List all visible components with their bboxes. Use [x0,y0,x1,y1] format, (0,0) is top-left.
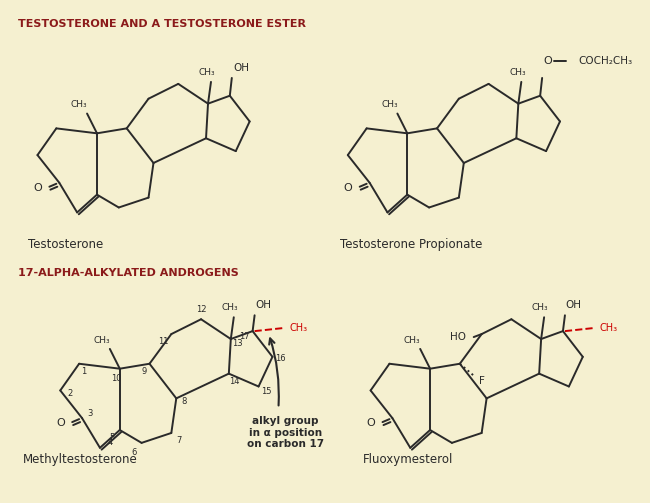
Text: CH₃: CH₃ [404,336,421,345]
Text: 10: 10 [112,374,122,383]
Text: 2: 2 [68,389,73,398]
Text: CH₃: CH₃ [381,100,398,109]
Text: 1: 1 [81,367,86,376]
Text: 8: 8 [181,397,187,406]
Text: TESTOSTERONE AND A TESTOSTERONE ESTER: TESTOSTERONE AND A TESTOSTERONE ESTER [18,19,306,29]
Text: CH₃: CH₃ [509,67,526,76]
Text: OH: OH [566,300,582,310]
Text: 7: 7 [177,437,182,445]
Text: 4: 4 [107,438,112,447]
Text: OH: OH [234,63,250,73]
Text: 17-ALPHA-ALKYLATED ANDROGENS: 17-ALPHA-ALKYLATED ANDROGENS [18,268,239,278]
Text: HO: HO [450,332,466,342]
Text: 13: 13 [233,340,243,349]
Text: 9: 9 [142,367,147,376]
Text: 3: 3 [87,409,93,417]
Text: 12: 12 [196,305,206,314]
Text: CH₃: CH₃ [289,323,307,333]
Text: 17: 17 [239,331,250,341]
Text: 5: 5 [109,434,114,443]
Text: Methyltestosterone: Methyltestosterone [23,453,137,466]
Text: CH₃: CH₃ [199,67,215,76]
Text: O: O [343,183,352,193]
Text: 16: 16 [275,354,286,363]
Text: COCH₂CH₃: COCH₂CH₃ [578,56,632,66]
Text: 15: 15 [261,387,272,396]
Text: CH₃: CH₃ [94,336,111,345]
Text: F: F [478,376,485,386]
Text: OH: OH [255,300,272,310]
Text: 14: 14 [229,377,240,386]
Text: 11: 11 [158,338,168,347]
Text: O: O [366,418,375,428]
Text: CH₃: CH₃ [222,303,238,312]
Text: 6: 6 [131,448,136,457]
Text: Fluoxymesterol: Fluoxymesterol [363,453,453,466]
Text: Testosterone: Testosterone [27,238,103,251]
Text: CH₃: CH₃ [599,323,618,333]
Text: CH₃: CH₃ [532,303,549,312]
Text: O: O [33,183,42,193]
Text: O: O [56,418,64,428]
Text: alkyl group
in α position
on carbon 17: alkyl group in α position on carbon 17 [247,416,324,449]
Text: CH₃: CH₃ [71,100,88,109]
Text: O: O [543,56,552,66]
Text: Testosterone Propionate: Testosterone Propionate [340,238,482,251]
